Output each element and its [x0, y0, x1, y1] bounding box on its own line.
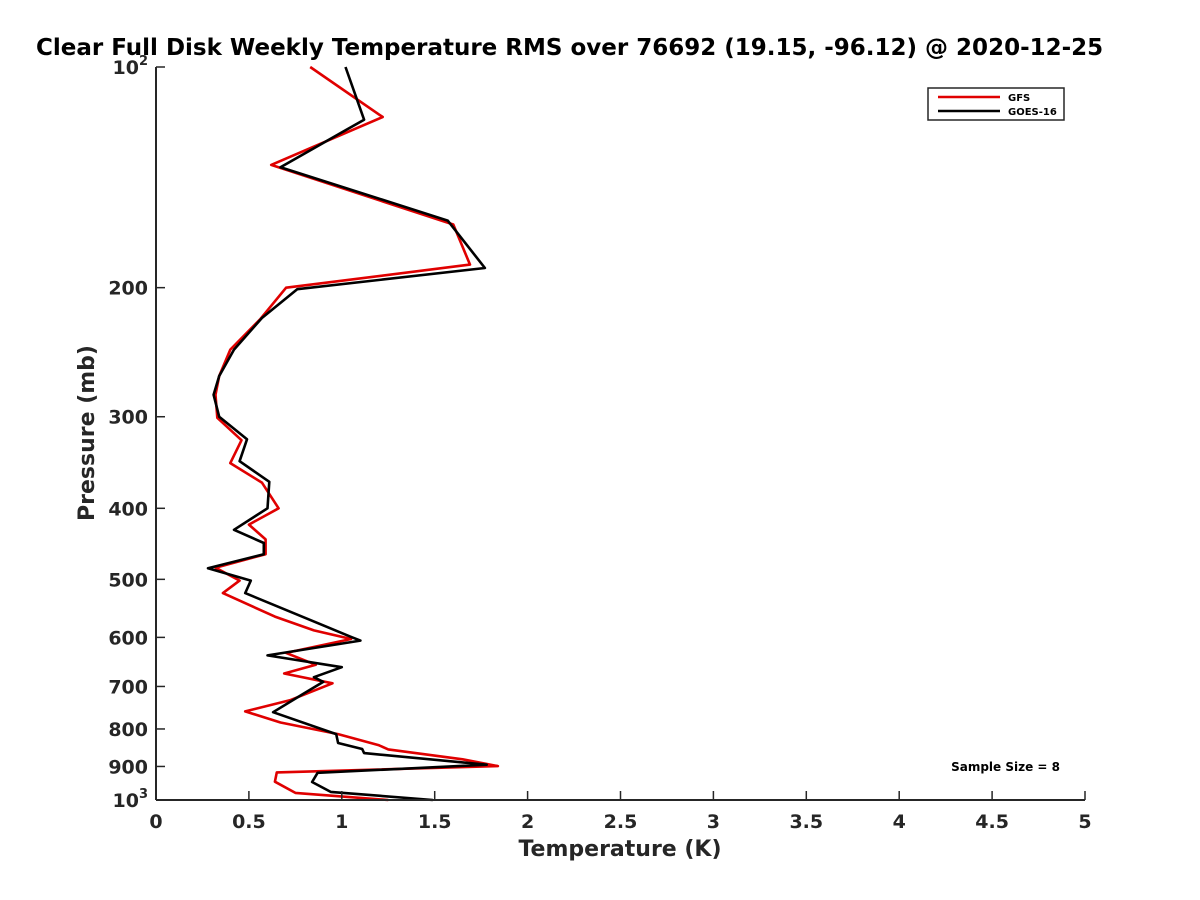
y-ticks: 102 200 300 400 500 600 700 800 900 103 — [108, 54, 165, 812]
x-tick-label: 2 — [521, 811, 534, 833]
legend-label: GFS — [1008, 93, 1030, 104]
y-axis-label: Pressure (mb) — [75, 345, 100, 521]
legend: GFS GOES-16 — [927, 87, 1065, 121]
y-tick-label: 300 — [108, 407, 148, 429]
x-tick-label: 4.5 — [975, 811, 1009, 833]
x-axis-label: Temperature (K) — [518, 837, 721, 862]
sample-size-annotation: Sample Size = 8 — [951, 760, 1060, 774]
x-tick-label: 2.5 — [604, 811, 638, 833]
x-ticks: 0 0.5 1 1.5 2 2.5 3 3.5 4 4.5 5 — [149, 791, 1092, 833]
legend-box — [927, 87, 1065, 121]
y-tick-label: 500 — [108, 569, 148, 591]
y-tick-label: 800 — [108, 719, 148, 741]
x-tick-label: 1.5 — [418, 811, 452, 833]
series-line-gfs — [214, 65, 500, 802]
x-tick-label: 4 — [893, 811, 906, 833]
series-line-goes-16 — [206, 66, 489, 802]
y-tick-label: 103 — [113, 787, 149, 812]
y-tick-label: 400 — [108, 498, 148, 520]
chart-title: Clear Full Disk Weekly Temperature RMS o… — [36, 35, 1103, 61]
x-tick-label: 5 — [1078, 811, 1091, 833]
series-layer — [206, 65, 500, 802]
y-tick-label: 200 — [108, 278, 148, 300]
y-tick-label: 900 — [108, 756, 148, 778]
y-tick-label: 700 — [108, 676, 148, 698]
legend-label: GOES-16 — [1008, 107, 1057, 118]
x-tick-label: 0 — [149, 811, 162, 833]
x-tick-label: 0.5 — [232, 811, 266, 833]
x-tick-label: 1 — [335, 811, 348, 833]
plot-area — [156, 67, 1085, 800]
x-tick-label: 3 — [707, 811, 720, 833]
x-tick-label: 3.5 — [789, 811, 823, 833]
y-tick-label: 102 — [113, 54, 149, 79]
y-tick-label: 600 — [108, 627, 148, 649]
